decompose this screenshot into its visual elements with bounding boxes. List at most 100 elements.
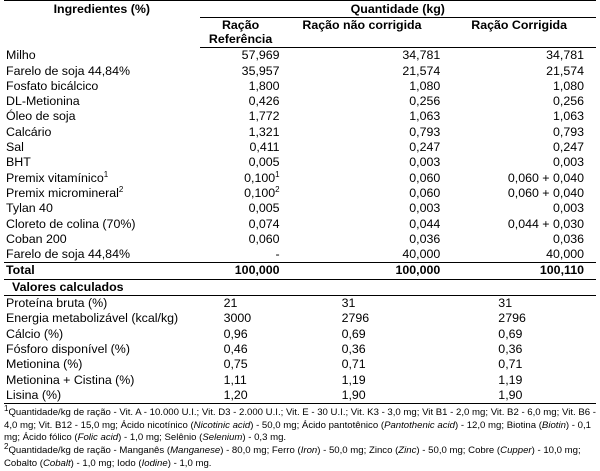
footnote-text: ) - 12,0 mg; Biotina ( xyxy=(455,419,542,431)
calc-corrigida: 1,90 xyxy=(452,387,596,405)
footnote-text: ) - 50,0 mg; Zinco ( xyxy=(317,444,399,456)
table-row: Sal 0,411 0,247 0,247 xyxy=(4,140,596,155)
calc-referencia-text: 0,46 xyxy=(223,341,248,356)
header-racao-referencia: Ração Referência xyxy=(199,17,282,49)
ingredient-referencia: 1,772 xyxy=(200,109,282,124)
ingredient-referencia: 0,1002 xyxy=(200,185,282,201)
section-valores-calculados: Valores calculados xyxy=(4,279,596,297)
ingredient-referencia: 35,957 xyxy=(200,64,282,79)
calc-referencia: 1,11 xyxy=(200,373,282,388)
ingredient-corrigida-text: 0,003 xyxy=(552,155,584,170)
ingredient-referencia: 1,321 xyxy=(200,125,282,140)
footnote-italic-term: Cobalt xyxy=(42,457,71,469)
calc-referencia-text: 1,20 xyxy=(223,387,248,402)
ingredient-referencia-text: 0,005 xyxy=(248,201,280,216)
ingredients-body: Milho 57,969 34,781 34,781 Farelo de soja 44… xyxy=(4,48,596,263)
table-row: Lisina (%) 1,20 1,90 1,90 xyxy=(4,387,596,405)
ingredient-name: Farelo de soja 44,84% xyxy=(4,247,200,263)
calc-corrigida: 0,71 xyxy=(452,357,596,372)
ingredient-nao-corrigida: 40,000 xyxy=(282,247,453,263)
ingredient-nao-corrigida-text: 0,793 xyxy=(409,124,441,139)
ingredient-corrigida-text: 1,063 xyxy=(552,109,584,124)
ingredient-referencia: 0,060 xyxy=(200,232,282,247)
header-quantidade: Quantidade (kg) xyxy=(199,0,596,19)
table-row: Calcário 1,321 0,793 0,793 xyxy=(4,125,596,140)
footnote-mark: 1 xyxy=(4,403,9,413)
ingredient-nao-corrigida: 0,247 xyxy=(282,140,453,155)
ingredient-nao-corrigida: 0,036 xyxy=(282,232,453,247)
ingredient-nao-corrigida: 0,060 xyxy=(282,171,453,186)
calc-name: Metionina (%) xyxy=(4,357,200,372)
ingredient-corrigida: 0,003 xyxy=(452,155,596,170)
calc-name-text: Metionina (%) xyxy=(6,357,83,372)
footnote-marker: 1 xyxy=(103,169,109,179)
calc-name: Proteína bruta (%) xyxy=(4,296,200,312)
footnote-italic-term: Zinc xyxy=(398,444,417,456)
ingredient-corrigida: 1,080 xyxy=(452,79,596,94)
ingredient-nao-corrigida: 0,003 xyxy=(282,155,453,170)
footnote-mark: 2 xyxy=(4,441,9,451)
ingredient-referencia: 0,005 xyxy=(200,201,282,216)
calc-referencia: 1,20 xyxy=(199,387,282,405)
footnote-2: 2Quantidade/kg de ração - Manganês (Mang… xyxy=(4,441,596,470)
ingredient-name: Óleo de soja xyxy=(4,109,200,124)
table-subheader-row: Ração Referência Ração não corrigida Raç… xyxy=(4,17,596,49)
ingredient-name-text: Fosfato bicálcico xyxy=(6,78,99,93)
calc-referencia: 3000 xyxy=(200,311,282,326)
ingredient-name: Premix micromineral2 xyxy=(4,185,200,201)
ingredient-name-text: BHT xyxy=(6,155,31,170)
footnote-text: ) - 50,0 mg; Ácido pantotênico ( xyxy=(250,419,385,431)
table-row: DL-Metionina 0,426 0,256 0,256 xyxy=(4,94,596,109)
calc-referencia-text: 0,96 xyxy=(223,326,248,341)
footnote-text: ) - 1,0 mg. xyxy=(167,457,212,469)
footnote-text: Quantidade/kg de ração - Vit. A - 10.000… xyxy=(4,407,596,431)
ingredient-corrigida-text: 0,044 + 0,030 xyxy=(507,216,584,231)
calc-corrigida-text: 2796 xyxy=(498,311,526,326)
calc-referencia-text: 0,75 xyxy=(223,357,248,372)
calc-nao-corrigida-text: 0,71 xyxy=(341,357,366,372)
total-row: Total 100,000 100,000 100,110 xyxy=(4,262,596,280)
calc-corrigida-text: 31 xyxy=(498,296,513,311)
ingredient-corrigida: 34,781 xyxy=(452,48,596,64)
ingredient-corrigida-text: 0,793 xyxy=(552,124,584,139)
table-row: Farelo de soja 44,84% - 40,000 40,000 xyxy=(4,247,596,263)
ingredient-nao-corrigida-text: 0,256 xyxy=(409,94,441,109)
ingredient-name-text: DL-Metionina xyxy=(6,94,80,109)
ingredient-referencia: 0,1001 xyxy=(200,170,282,186)
ingredient-corrigida-text: 0,060 + 0,040 xyxy=(507,170,584,185)
calc-nao-corrigida-text: 0,36 xyxy=(341,341,366,356)
calc-referencia-text: 1,11 xyxy=(223,372,247,387)
ingredient-corrigida-text: 0,036 xyxy=(552,231,584,246)
table-row: Cloreto de colina (70%) 0,074 0,044 0,044 +… xyxy=(4,217,596,232)
footnote-italic-term: Nicotinic acid xyxy=(193,419,251,431)
footnote-italic-term: Pantothenic acid xyxy=(384,419,455,431)
ingredient-nao-corrigida: 0,793 xyxy=(282,125,453,140)
ingredient-nao-corrigida: 34,781 xyxy=(282,48,453,64)
header-racao-corrigida: Ração Corrigida xyxy=(452,17,596,49)
ingredient-nao-corrigida: 0,003 xyxy=(282,201,453,216)
footnote-italic-term: Iron xyxy=(300,444,318,456)
ingredient-name-text: Sal xyxy=(6,140,24,155)
table-header-row: Ingredientes (%) Quantidade (kg) xyxy=(4,0,596,48)
calc-name-text: Lisina (%) xyxy=(6,387,62,402)
ingredient-name: Tylan 40 xyxy=(4,201,200,216)
ingredient-name: Cloreto de colina (70%) xyxy=(4,217,200,232)
table-row: Metionina (%) 0,75 0,71 0,71 xyxy=(4,357,596,372)
calc-nao-corrigida: 0,36 xyxy=(282,342,453,357)
table-row: Farelo de soja 44,84% 35,957 21,574 21,574 xyxy=(4,64,596,79)
total-body: Total 100,000 100,000 100,110 Valores ca… xyxy=(4,262,596,297)
calc-nao-corrigida: 0,69 xyxy=(282,327,453,342)
calc-corrigida: 31 xyxy=(452,296,596,312)
ingredient-corrigida-text: 0,247 xyxy=(552,140,584,155)
ingredient-name-text: Coban 200 xyxy=(6,231,67,246)
total-nao-corrigida: 100,000 xyxy=(281,262,453,280)
ingredient-nao-corrigida-text: 0,060 xyxy=(409,170,441,185)
table-row: BHT 0,005 0,003 0,003 xyxy=(4,155,596,170)
ingredient-corrigida: 40,000 xyxy=(452,247,596,263)
calc-corrigida-text: 1,90 xyxy=(498,387,523,402)
table-row: Fósforo disponível (%) 0,46 0,36 0,36 xyxy=(4,342,596,357)
ingredient-referencia: 0,411 xyxy=(200,140,282,155)
calc-nao-corrigida: 31 xyxy=(282,296,453,312)
ingredient-referencia-text: 0,005 xyxy=(248,155,280,170)
footnote-italic-term: Folic acid xyxy=(77,432,119,444)
